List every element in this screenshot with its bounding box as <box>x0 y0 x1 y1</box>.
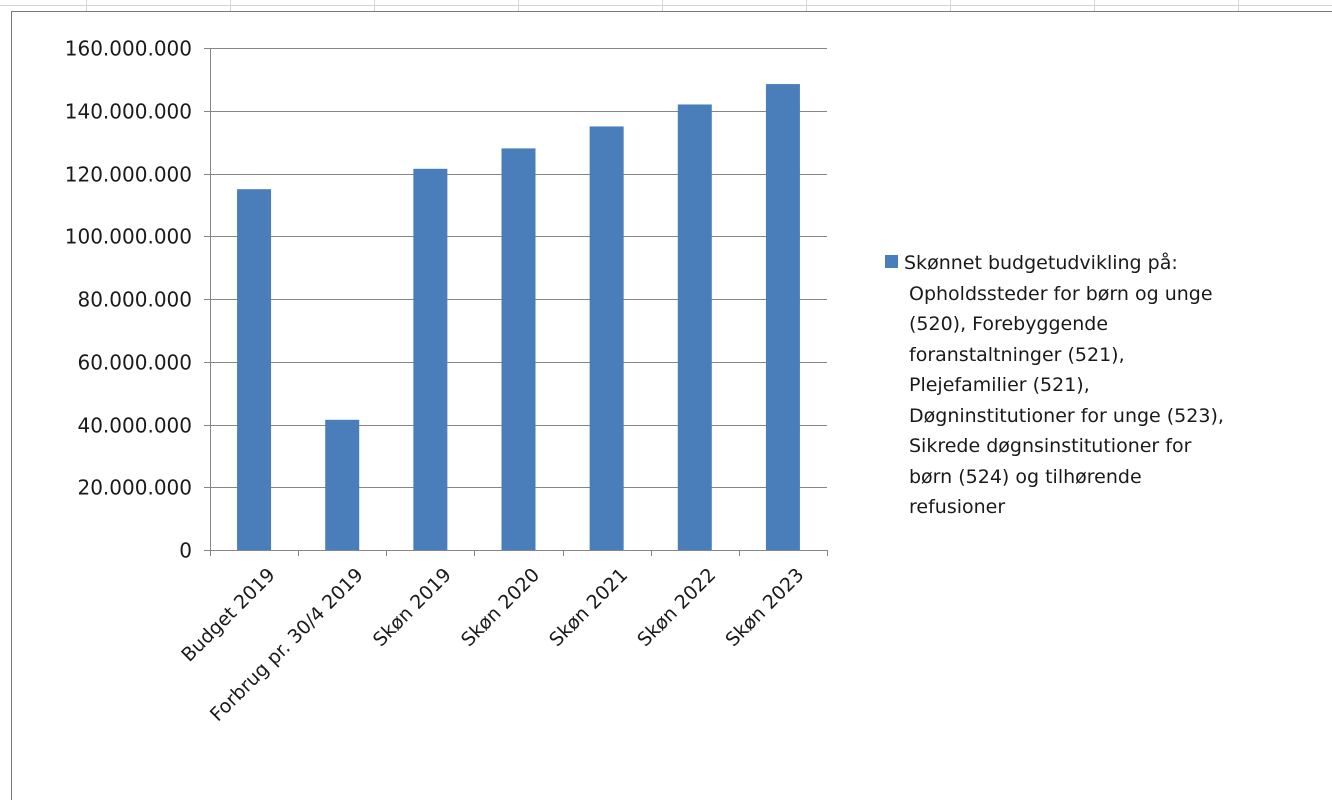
bar[interactable] <box>677 104 712 550</box>
bar[interactable] <box>589 126 624 550</box>
bar[interactable] <box>325 419 360 550</box>
x-tick-label: Skøn 2020 <box>457 564 544 651</box>
x-tick-label: Skøn 2019 <box>369 564 456 651</box>
x-tick-label: Skøn 2022 <box>633 564 720 651</box>
y-tick-label: 120.000.000 <box>65 163 192 187</box>
y-tick-label: 160.000.000 <box>65 37 192 61</box>
legend-line: Døgninstitutioner for unge (523), <box>909 404 1224 427</box>
x-tick-label: Skøn 2021 <box>545 564 632 651</box>
y-tick-label: 140.000.000 <box>65 100 192 124</box>
axes <box>204 48 828 556</box>
y-tick-label: 80.000.000 <box>77 288 192 312</box>
bar[interactable] <box>501 148 536 550</box>
x-tick-label: Skøn 2023 <box>721 564 808 651</box>
legend-entry: Skønnet budgetudvikling på: Opholdssteder… <box>885 248 1330 523</box>
y-tick-label: 20.000.000 <box>77 476 192 500</box>
y-tick-label: 100.000.000 <box>65 225 192 249</box>
legend-line: (520), Forebyggende <box>909 313 1109 335</box>
legend-line: børn (524) og tilhørende <box>909 465 1142 488</box>
x-tick-label: Forbrug pr. 30/4 2019 <box>206 564 368 726</box>
legend-swatch <box>885 255 898 268</box>
legend-line: Skønnet budgetudvikling på: <box>904 252 1178 274</box>
bar[interactable] <box>237 189 272 550</box>
bar[interactable] <box>765 84 800 551</box>
bar[interactable] <box>413 168 448 550</box>
y-tick-labels: 0 20.000.000 40.000.000 60.000.000 80.000.00… <box>65 37 192 563</box>
legend-line: Opholdssteder for børn og unge <box>909 282 1213 305</box>
legend-line: foranstaltninger (521), <box>909 343 1125 366</box>
y-tick-label: 40.000.000 <box>77 414 192 438</box>
legend-line: Sikrede døgnsinstitutioner for <box>909 435 1192 457</box>
y-tick-label: 0 <box>179 539 192 563</box>
legend[interactable]: Skønnet budgetudvikling på: Opholdssteder… <box>885 248 1330 523</box>
y-tick-label: 60.000.000 <box>77 351 192 375</box>
bar-chart: 0 20.000.000 40.000.000 60.000.000 80.000.00… <box>65 37 828 726</box>
chart-area[interactable]: 0 20.000.000 40.000.000 60.000.000 80.000.00… <box>11 11 1332 800</box>
legend-line: refusioner <box>909 496 1006 518</box>
bars <box>237 84 800 551</box>
legend-line: Plejefamilier (521), <box>909 374 1090 396</box>
